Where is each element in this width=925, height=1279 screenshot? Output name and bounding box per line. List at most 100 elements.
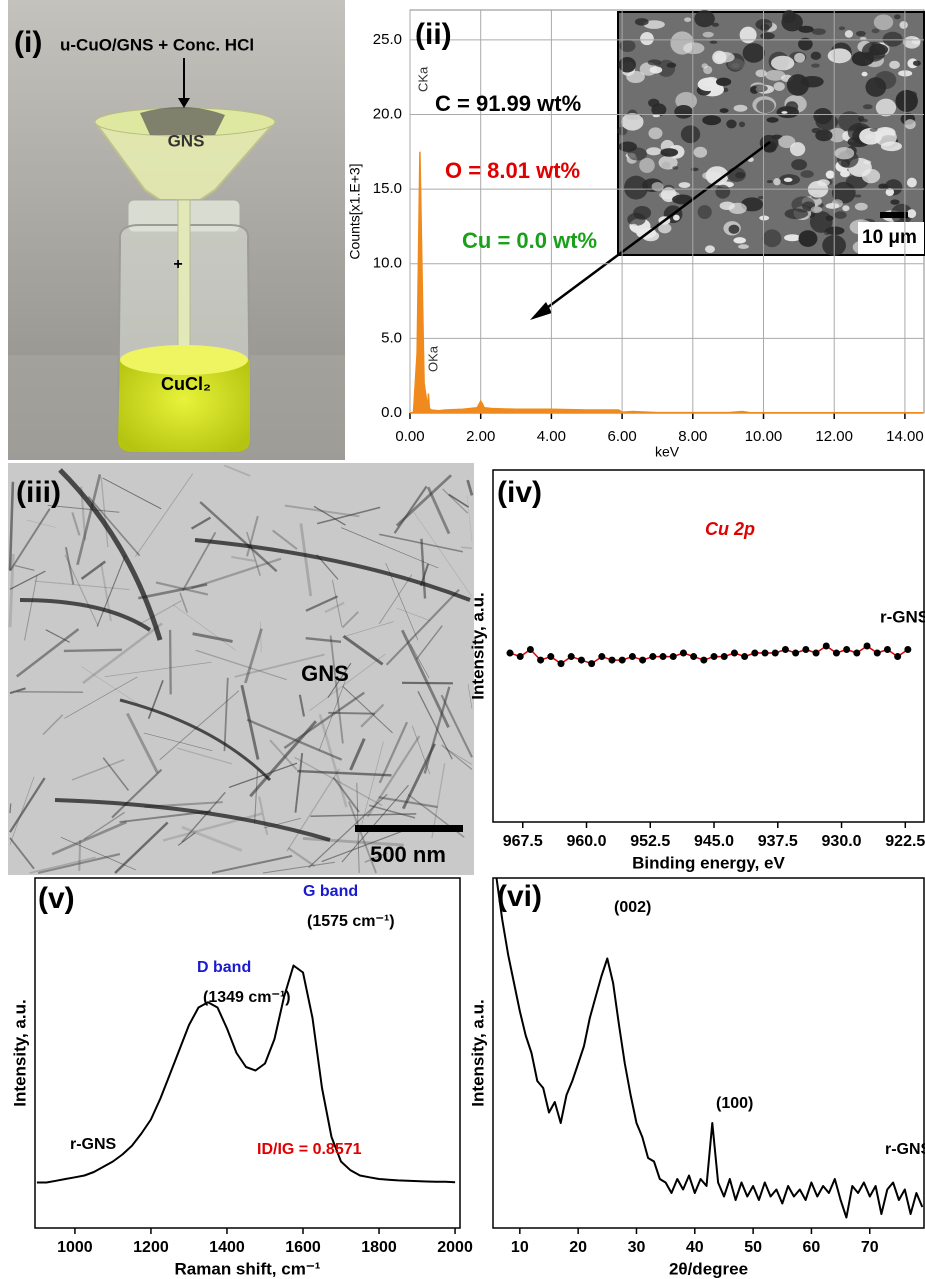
x-tick-label: 10.00 — [745, 428, 783, 445]
sem-texture — [781, 111, 787, 114]
sem-texture — [733, 237, 746, 243]
sem-texture — [894, 14, 901, 19]
sem-texture — [635, 18, 649, 26]
sem-texture — [800, 170, 813, 178]
sem-texture — [832, 199, 843, 208]
scale-bar-label: 500 nm — [370, 842, 446, 867]
y-tick-label: 20.0 — [373, 105, 402, 122]
sem-texture — [856, 31, 866, 37]
data-point — [904, 646, 911, 653]
sem-texture — [646, 147, 661, 155]
tem-texture — [170, 630, 171, 695]
panel-label: (iv) — [497, 476, 542, 509]
sem-texture — [785, 208, 808, 219]
sem-texture — [778, 135, 795, 148]
sem-texture — [907, 209, 916, 218]
x-tick-label: 70 — [861, 1239, 879, 1256]
data-point — [894, 653, 901, 660]
x-tick-label: 945.0 — [694, 833, 734, 850]
sem-texture — [865, 134, 874, 140]
sem-texture — [874, 14, 893, 30]
sem-texture — [627, 213, 645, 226]
sem-texture — [791, 159, 807, 170]
x-tick-label: 0.00 — [395, 428, 424, 445]
x-tick-label: 1200 — [133, 1239, 169, 1256]
sem-texture — [799, 230, 818, 247]
x-tick-label: 14.00 — [886, 428, 924, 445]
x-tick-label: 2000 — [437, 1239, 473, 1256]
x-tick-label: 30 — [628, 1239, 646, 1256]
tem-texture — [461, 547, 472, 548]
x-tick-label: 1000 — [57, 1239, 93, 1256]
sem-texture — [804, 238, 816, 244]
photo-label: CuCl₂ — [161, 374, 211, 394]
sem-texture — [883, 32, 903, 47]
data-point — [884, 646, 891, 653]
data-point — [833, 650, 840, 657]
sem-texture — [703, 32, 714, 38]
annotation: r-GNS — [880, 607, 925, 626]
x-tick-label: 8.00 — [678, 428, 707, 445]
sem-texture — [842, 205, 849, 211]
sem-texture — [681, 125, 700, 143]
annotation: (1349 cm⁻¹) — [203, 989, 291, 1006]
sem-texture — [739, 121, 745, 127]
sem-texture — [630, 224, 638, 230]
sem-texture — [882, 185, 888, 189]
sem-texture — [672, 166, 678, 169]
data-point — [864, 643, 871, 650]
sem-texture — [771, 56, 794, 71]
sem-texture — [691, 168, 699, 172]
sem-texture — [705, 245, 715, 253]
data-point — [711, 653, 718, 660]
x-tick-label: 6.00 — [608, 428, 637, 445]
sem-texture — [869, 44, 888, 55]
data-point — [547, 653, 554, 660]
x-axis-label: 2θ/degree — [669, 1259, 748, 1278]
sem-texture — [729, 225, 740, 234]
panel-label: (i) — [14, 26, 42, 59]
sem-texture — [628, 147, 647, 160]
sem-texture — [621, 113, 643, 130]
y-axis-label: Counts[x1.E+3] — [347, 163, 363, 259]
sem-texture — [763, 229, 782, 247]
x-tick-label: 1800 — [361, 1239, 397, 1256]
annotation: r-GNS — [885, 1141, 925, 1158]
sem-texture — [812, 28, 826, 35]
sem-texture — [660, 148, 678, 157]
annotation: O = 8.01 wt% — [445, 158, 580, 183]
sem-texture — [781, 13, 803, 31]
annotation: CKa — [415, 66, 430, 92]
data-point — [609, 657, 616, 664]
sem-texture — [674, 105, 693, 119]
sem-texture — [872, 29, 880, 34]
sem-texture — [712, 23, 719, 27]
data-point — [751, 650, 758, 657]
sem-texture — [738, 244, 749, 249]
sem-texture — [794, 53, 805, 63]
y-tick-label: 25.0 — [373, 31, 402, 48]
sem-texture — [729, 203, 747, 214]
sem-texture — [889, 61, 900, 69]
photo-label: + — [173, 256, 182, 273]
annotation: (100) — [716, 1095, 753, 1112]
sem-texture — [640, 32, 654, 45]
sem-texture — [750, 85, 767, 93]
y-axis-label: Intensity, a.u. — [468, 592, 487, 699]
sem-texture — [811, 206, 822, 213]
x-axis-label: keV — [655, 444, 680, 460]
data-point — [517, 653, 524, 660]
x-tick-label: 2.00 — [466, 428, 495, 445]
sem-texture — [756, 100, 774, 113]
data-point — [792, 650, 799, 657]
sem-texture — [740, 27, 757, 44]
sem-texture — [895, 90, 917, 112]
sem-texture — [626, 71, 645, 83]
photo-label: u-CuO/GNS + Conc. HCl — [60, 35, 254, 54]
data-point — [598, 653, 605, 660]
sem-texture — [907, 178, 917, 188]
data-point — [619, 657, 626, 664]
x-tick-label: 930.0 — [822, 833, 862, 850]
annotation: C = 91.99 wt% — [435, 91, 581, 116]
